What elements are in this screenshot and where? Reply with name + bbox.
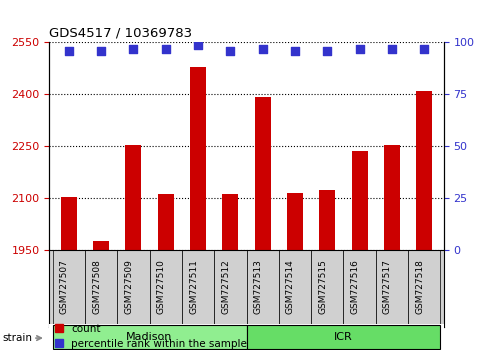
Bar: [246, 250, 279, 327]
Text: GSM727516: GSM727516: [351, 259, 360, 314]
Bar: [93, 241, 109, 250]
Bar: [279, 250, 311, 327]
Point: [194, 42, 202, 47]
Bar: [254, 97, 271, 250]
Text: GSM727507: GSM727507: [60, 259, 69, 314]
Point: [97, 48, 105, 53]
Text: GSM727509: GSM727509: [124, 259, 133, 314]
Bar: [408, 250, 440, 327]
Point: [162, 46, 170, 52]
Point: [226, 48, 234, 53]
Text: ICR: ICR: [334, 332, 353, 342]
Text: GSM727511: GSM727511: [189, 259, 198, 314]
Bar: [287, 193, 303, 250]
Bar: [384, 145, 400, 250]
Bar: [214, 250, 246, 327]
Bar: [319, 190, 335, 250]
Point: [323, 48, 331, 53]
Text: Madison: Madison: [126, 332, 173, 342]
Bar: [416, 91, 432, 250]
Point: [388, 46, 396, 52]
Text: GSM727517: GSM727517: [383, 259, 392, 314]
Bar: [352, 151, 368, 250]
Text: strain: strain: [2, 333, 33, 343]
Point: [421, 46, 428, 52]
Bar: [246, 325, 440, 349]
Bar: [190, 67, 206, 250]
Bar: [85, 250, 117, 327]
Text: GSM727515: GSM727515: [318, 259, 327, 314]
Bar: [158, 194, 174, 250]
Text: GSM727513: GSM727513: [254, 259, 263, 314]
Bar: [53, 325, 246, 349]
Bar: [376, 250, 408, 327]
Bar: [53, 250, 85, 327]
Text: GSM727518: GSM727518: [415, 259, 424, 314]
Text: GSM727514: GSM727514: [286, 259, 295, 314]
Point: [356, 46, 364, 52]
Bar: [149, 250, 182, 327]
Bar: [61, 197, 77, 250]
Bar: [311, 250, 344, 327]
Point: [65, 48, 72, 53]
Legend: count, percentile rank within the sample: count, percentile rank within the sample: [55, 324, 247, 349]
Bar: [125, 145, 141, 250]
Point: [129, 46, 137, 52]
Bar: [344, 250, 376, 327]
Point: [291, 48, 299, 53]
Bar: [222, 194, 239, 250]
Text: GSM727512: GSM727512: [221, 259, 230, 314]
Bar: [182, 250, 214, 327]
Text: GSM727508: GSM727508: [92, 259, 101, 314]
Text: GSM727510: GSM727510: [157, 259, 166, 314]
Text: GDS4517 / 10369783: GDS4517 / 10369783: [49, 27, 192, 40]
Bar: [117, 250, 149, 327]
Point: [259, 46, 267, 52]
